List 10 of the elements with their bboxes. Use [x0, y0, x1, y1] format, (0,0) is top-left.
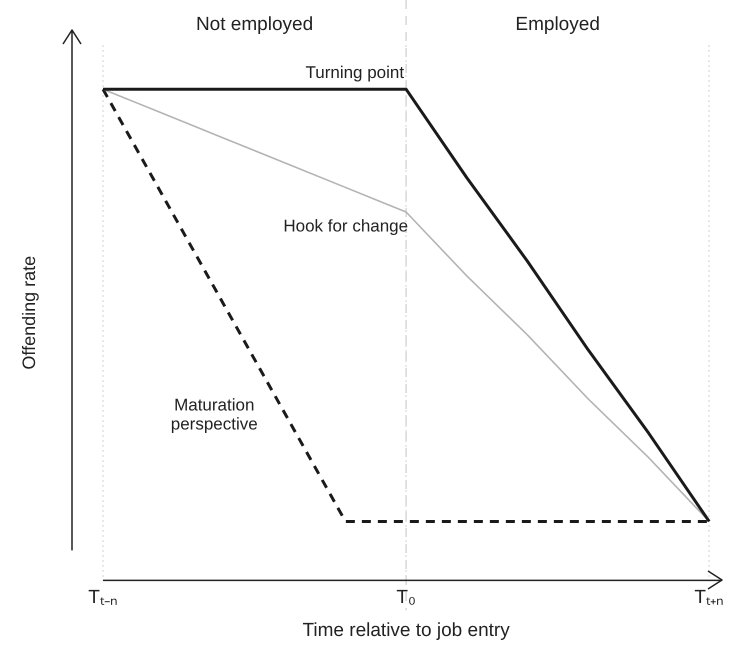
series-label: Hook for change — [283, 216, 408, 236]
series-label: Maturation perspective — [170, 396, 258, 434]
y-axis-title: Offending rate — [18, 256, 39, 370]
x-axis-title: Time relative to job entry — [302, 620, 510, 641]
x-tick-label: Tₜ₋ₙ — [88, 587, 118, 608]
series-label: Turning point — [305, 62, 404, 82]
x-tick-label: Tₜ₊ₙ — [694, 587, 724, 608]
text: Not employed — [196, 14, 314, 36]
x-tick-label: T₀ — [396, 587, 416, 608]
text: Employed — [515, 14, 600, 36]
